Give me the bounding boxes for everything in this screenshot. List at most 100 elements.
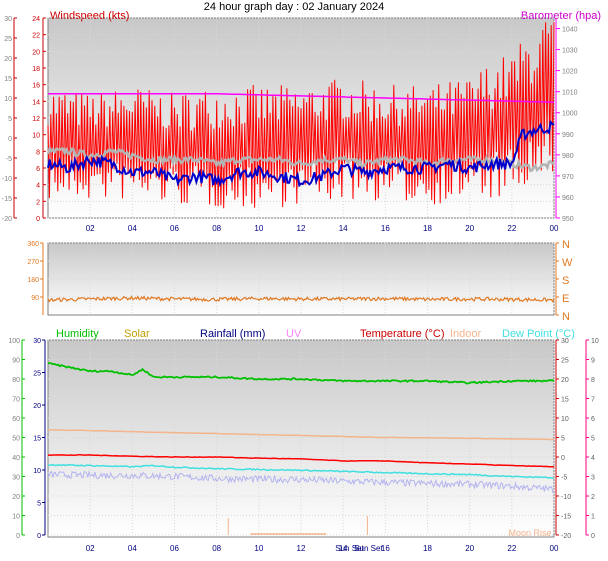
humidity-tick-label: 50 xyxy=(12,436,20,443)
temperature-x-tick-label: 02 xyxy=(86,544,95,553)
barometer-tick-label: 960 xyxy=(562,195,574,202)
wind-inner-tick-label: 18 xyxy=(32,66,40,73)
dew-point-line xyxy=(47,463,555,479)
temperature-gridlines xyxy=(48,339,555,536)
uv-tick-label: 3 xyxy=(591,475,595,482)
temperature-tick-label: -20 xyxy=(561,533,571,540)
uv-tick-label: 5 xyxy=(591,436,595,443)
wind-gray-line xyxy=(46,145,555,173)
wind-left-tick-label: 0 xyxy=(8,136,12,143)
wind-left-tick-label: 25 xyxy=(4,36,12,43)
temperature-x-tick-label: 20 xyxy=(465,544,474,553)
wind-x-tick-label: 16 xyxy=(381,224,390,233)
direction-compass-label: E xyxy=(562,293,569,305)
sun-set-label: Sun Set xyxy=(354,544,383,553)
temperature-x-tick-label: 22 xyxy=(507,544,516,553)
legend-item: Humidity xyxy=(56,328,99,340)
temperature-axes: 02 04 06 08 10 12 14 16 18 20 22 000102030405060708… xyxy=(8,338,599,553)
direction-compass-label: N xyxy=(562,311,570,323)
wind-x-tick-label: 18 xyxy=(423,224,432,233)
temperature-tick-label: 10 xyxy=(561,416,569,423)
temperature-x-tick-label: 08 xyxy=(212,544,221,553)
uv-tick-label: 10 xyxy=(591,338,599,345)
wind-series xyxy=(46,22,555,209)
wind-inner-tick-label: 12 xyxy=(32,116,40,123)
legend-item: Solar xyxy=(124,328,150,340)
wind-left-tick-label: -10 xyxy=(2,176,12,183)
sun-set-label: Sun Set xyxy=(335,544,364,553)
humidity-tick-label: 60 xyxy=(12,416,20,423)
direction-left-tick-label: 270 xyxy=(27,259,39,266)
humidity-tick-label: 70 xyxy=(12,397,20,404)
barometer-tick-label: 950 xyxy=(562,216,574,223)
wind-inner-tick-label: 10 xyxy=(32,133,40,140)
temperature-tick-label: -5 xyxy=(561,475,567,482)
legend-item: Temperature (°C) xyxy=(360,328,444,340)
barometer-title: Barometer (hpa) xyxy=(521,10,601,22)
uv-tick-label: 4 xyxy=(591,455,595,462)
legend-item: Indoor xyxy=(450,328,482,340)
wind-left-tick-label: 5 xyxy=(8,116,12,123)
legend-item: Dew Point (°C) xyxy=(502,328,575,340)
barometer-tick-label: 1000 xyxy=(562,111,578,118)
direction-gridlines xyxy=(48,242,555,315)
uv-tick-label: 8 xyxy=(591,377,595,384)
direction-left-tick-label: 180 xyxy=(27,277,39,284)
temperature-tick-label: -15 xyxy=(561,514,571,521)
temperature-x-tick-label: 06 xyxy=(170,544,179,553)
direction-compass-label: N xyxy=(562,239,570,251)
uv-tick-label: 0 xyxy=(591,533,595,540)
wind-x-tick-label: 02 xyxy=(86,224,95,233)
temperature-tick-label: 15 xyxy=(561,397,569,404)
rain-tick-label: 25 xyxy=(33,371,41,378)
barometer-tick-label: 990 xyxy=(562,132,574,139)
uv-tick-label: 7 xyxy=(591,397,595,404)
wind-inner-tick-label: 14 xyxy=(32,99,40,106)
barometer-tick-label: 1010 xyxy=(562,90,578,97)
wind-inner-tick-label: 0 xyxy=(36,216,40,223)
page-title: 24 hour graph day : 02 January 2024 xyxy=(204,1,384,13)
rain-tick-label: 5 xyxy=(37,501,41,508)
temperature-x-tick-label: 04 xyxy=(128,544,137,553)
wind-x-tick-label: 04 xyxy=(128,224,137,233)
wind-inner-tick-label: 4 xyxy=(36,183,40,190)
temperature-tick-label: 0 xyxy=(561,455,565,462)
humidity-tick-label: 40 xyxy=(12,455,20,462)
wind-x-tick-label: 12 xyxy=(297,224,306,233)
wind-left-tick-label: -15 xyxy=(2,196,12,203)
rain-tick-label: 0 xyxy=(37,533,41,540)
wind-inner-tick-label: 2 xyxy=(36,199,40,206)
rain-tick-label: 30 xyxy=(33,338,41,345)
wind-direction-line xyxy=(47,294,555,303)
uv-tick-label: 2 xyxy=(591,494,595,501)
wind-axes: 02 04 06 08 10 12 14 16 18 20 22 00-20-15-10-505101… xyxy=(2,16,578,233)
humidity-tick-label: 100 xyxy=(8,338,20,345)
rain-tick-label: 20 xyxy=(33,403,41,410)
wind-left-tick-label: 20 xyxy=(4,56,12,63)
humidity-line xyxy=(47,362,555,385)
barometer-tick-label: 1020 xyxy=(562,69,578,76)
temperature-panel: Humidity Solar Rainfall (mm) UV Temperature … xyxy=(8,328,599,553)
direction-left-tick-label: 90 xyxy=(31,295,39,302)
direction-series xyxy=(47,294,555,303)
barometer-tick-label: 970 xyxy=(562,174,574,181)
temperature-x-tick-label: 18 xyxy=(423,544,432,553)
wind-x-tick-label: 14 xyxy=(339,224,348,233)
wind-left-tick-label: -20 xyxy=(2,216,12,223)
temperature-tick-label: 25 xyxy=(561,358,569,365)
temperature-series xyxy=(47,362,555,535)
barometer-tick-label: 1030 xyxy=(562,48,578,55)
temperature-line xyxy=(47,454,555,468)
wind-left-tick-label: 15 xyxy=(4,76,12,83)
wind-gust-line xyxy=(47,22,555,209)
temperature-tick-label: 30 xyxy=(561,338,569,345)
temperature-x-tick-label: 00 xyxy=(550,544,559,553)
wind-inner-tick-label: 22 xyxy=(32,33,40,40)
humidity-tick-label: 90 xyxy=(12,358,20,365)
moon-rise-label: Moon Rise xyxy=(508,528,551,538)
legend-item: UV xyxy=(286,328,302,340)
temperature-tick-label: 5 xyxy=(561,436,565,443)
wind-left-tick-label: -5 xyxy=(6,156,12,163)
direction-compass-label: S xyxy=(562,275,569,287)
